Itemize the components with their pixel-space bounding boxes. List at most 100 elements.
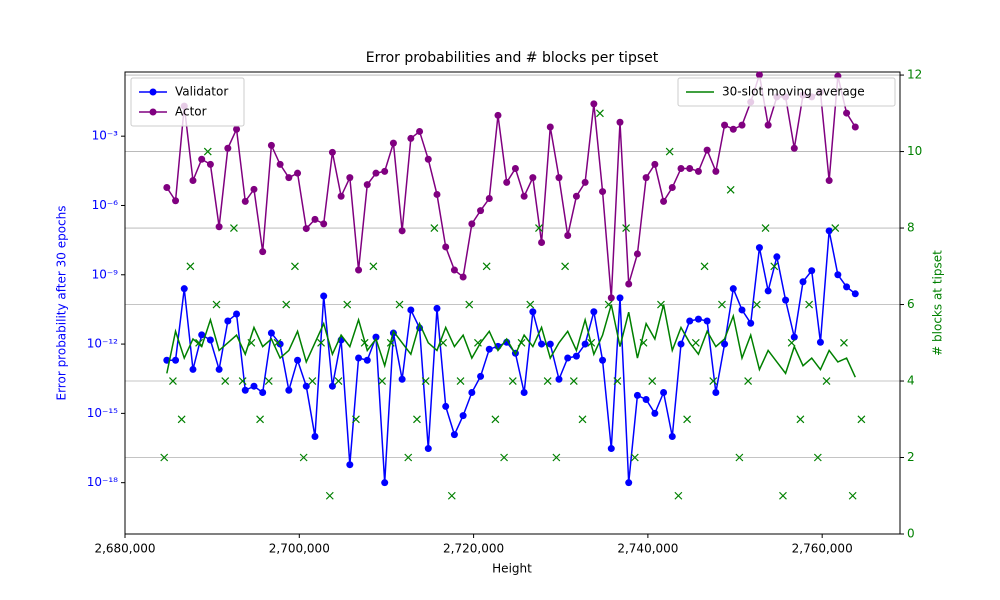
marker [668, 432, 676, 440]
marker [764, 121, 772, 129]
x-marker [787, 338, 796, 347]
marker [616, 294, 624, 302]
marker [799, 278, 807, 286]
marker [198, 331, 206, 339]
marker [520, 192, 528, 200]
marker [755, 71, 763, 79]
y-tick-label: 10⁻¹² [87, 337, 118, 351]
x-marker [169, 377, 177, 385]
chart-title: Error probabilities and # blocks per tip… [366, 50, 659, 66]
x-marker [674, 491, 683, 500]
x-marker [482, 262, 491, 271]
marker [468, 220, 476, 228]
x-marker [195, 338, 203, 347]
x-marker [299, 453, 308, 462]
x-marker [334, 377, 343, 385]
x-marker [831, 224, 840, 232]
marker [355, 266, 363, 274]
marker [459, 273, 467, 281]
marker [450, 431, 458, 439]
x-marker [325, 491, 334, 500]
x-marker [657, 300, 665, 309]
marker [320, 292, 328, 300]
marker [477, 372, 485, 380]
x-marker [709, 377, 718, 385]
x-marker [569, 377, 578, 385]
marker [398, 375, 406, 383]
marker [651, 160, 659, 168]
y2-tick-label: 10 [907, 144, 922, 158]
x-marker [238, 377, 247, 385]
x-marker [517, 338, 526, 347]
marker [668, 184, 676, 191]
marker [302, 225, 310, 233]
x-marker [770, 262, 779, 271]
marker [511, 164, 519, 172]
x-marker [264, 377, 273, 385]
y-tick-label: 10⁻³ [92, 129, 119, 143]
x-marker [282, 300, 291, 309]
marker [564, 232, 572, 240]
marker [381, 167, 389, 175]
marker [642, 395, 650, 403]
x-marker [186, 262, 195, 271]
marker [633, 250, 641, 258]
marker [660, 389, 668, 397]
marker [433, 190, 441, 198]
x-marker [535, 224, 543, 232]
x-marker [465, 300, 474, 309]
x-tick-label: 2,680,000 [94, 542, 155, 556]
marker [494, 111, 502, 119]
marker [407, 134, 415, 142]
marker [172, 197, 180, 205]
marker [642, 174, 650, 182]
marker [834, 271, 842, 279]
marker [442, 243, 450, 251]
y-tick-label: 10⁻¹⁸ [87, 475, 118, 489]
marker [660, 197, 668, 205]
marker [224, 144, 232, 152]
marker [485, 195, 493, 203]
x-tick-label: 2,740,000 [617, 542, 678, 556]
marker [215, 223, 223, 231]
marker [694, 315, 702, 323]
y-tick-label: 10⁻⁹ [92, 267, 119, 281]
marker [607, 294, 615, 302]
marker [259, 389, 267, 397]
x-marker [596, 109, 604, 118]
x-marker [822, 377, 831, 385]
x-marker [439, 338, 448, 347]
marker [843, 283, 851, 291]
y2-tick-label: 12 [907, 68, 922, 82]
legend-label: 30-slot moving average [722, 85, 865, 99]
x-marker [291, 262, 299, 271]
marker [686, 164, 694, 172]
marker [738, 306, 746, 314]
series-line [166, 304, 856, 378]
x-marker [578, 415, 587, 424]
marker [538, 340, 546, 348]
marker [599, 188, 607, 196]
marker [459, 412, 467, 420]
marker [764, 287, 772, 295]
y-tick-label: 10⁻⁶ [92, 198, 119, 212]
marker [546, 123, 554, 131]
marker [416, 127, 424, 135]
marker [712, 389, 720, 397]
x-marker [561, 262, 570, 271]
x-marker [700, 262, 709, 271]
x-marker [456, 377, 465, 385]
x-marker [639, 338, 648, 347]
marker [206, 336, 214, 344]
x-marker [630, 453, 639, 462]
x-marker [857, 415, 866, 424]
marker [503, 178, 511, 186]
marker [215, 365, 223, 373]
legend-box [677, 77, 896, 107]
marker [294, 169, 302, 177]
marker [224, 317, 232, 325]
marker [625, 479, 633, 487]
legend-marker [149, 108, 157, 116]
x-marker [308, 377, 317, 385]
marker [363, 356, 371, 364]
